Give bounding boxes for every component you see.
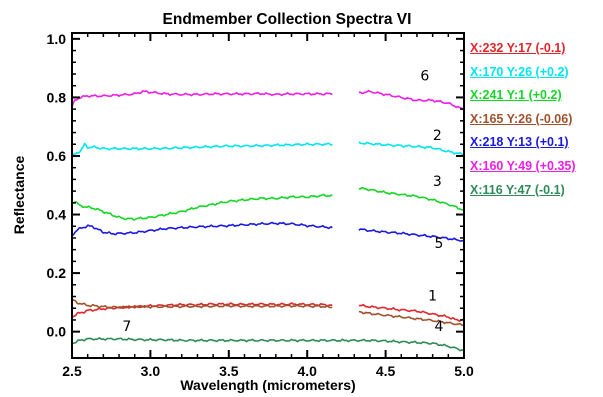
y-tick-label: 0.0 [47,324,67,340]
series-3-line-part-1 [72,193,333,221]
legend-item-series-6[interactable]: X:160 Y:49 (+0.35) [470,158,576,173]
series-6-line-part-2 [358,89,465,111]
series-2-line-part-1 [71,142,333,156]
y-tick-label: 0.8 [47,89,67,105]
legend-item-series-4[interactable]: X:165 Y:26 (-0.06) [470,111,573,126]
series-1-line-part-2 [358,303,465,322]
legend-item-series-2[interactable]: X:170 Y:26 (+0.2) [470,64,569,79]
y-axis-label: Reflectance [11,155,27,234]
legend-item-series-1[interactable]: X:232 Y:17 (-0.1) [470,41,566,55]
series-1-number-label: 1 [428,289,437,305]
series-4-line-part-1 [71,298,333,310]
plot-frame [71,32,465,359]
series-3-number-label: 3 [433,174,442,190]
chart-title: Endmember Collection Spectra VI [163,11,412,28]
series-5-line-part-2 [358,228,465,242]
y-tick-label: 0.6 [47,148,67,164]
y-tick-label: 0.2 [47,265,67,281]
series-7-number-label: 7 [122,319,131,335]
x-tick-label: 5.0 [454,363,474,379]
legend-item-series-3[interactable]: X:241 Y:1 (+0.2) [470,88,562,103]
series-3-line-part-2 [358,186,465,211]
y-tick-label: 0.4 [47,207,67,223]
series-2-line-part-2 [358,141,465,156]
series-5-number-label: 5 [434,236,443,252]
series-7-line [71,336,465,352]
x-tick-label: 2.5 [62,363,82,379]
x-tick-label: 4.5 [376,363,396,379]
series-number-labels: 1 2 3 4 5 6 7 [122,68,443,335]
series-4-line-part-2 [358,310,464,327]
legend-item-series-5[interactable]: X:218 Y:13 (+0.1) [470,135,569,150]
x-tick-label: 3.0 [141,363,161,379]
series-6-number-label: 6 [420,68,429,84]
x-axis-label: Wavelength (micrometers) [180,377,355,393]
series-5-line-part-1 [71,221,333,237]
legend-item-series-7[interactable]: X:116 Y:47 (-0.1) [470,182,565,197]
series-6-line-part-1 [71,90,333,107]
series-4-number-label: 4 [434,319,443,335]
legend: X:232 Y:17 (-0.1) X:170 Y:26 (+0.2) X:241 … [470,37,603,202]
series-2-number-label: 2 [433,128,442,144]
x-tick-label: 3.5 [219,363,239,379]
x-tick-label: 4.0 [297,363,317,379]
y-tick-label: 1.0 [47,31,67,47]
x-axis-ticks: 2.5 3.0 3.5 4.0 4.5 5.0 [62,33,474,379]
plot-series [71,89,465,352]
y-axis-ticks: 0.0 0.2 0.4 0.6 0.8 1.0 [47,31,464,340]
